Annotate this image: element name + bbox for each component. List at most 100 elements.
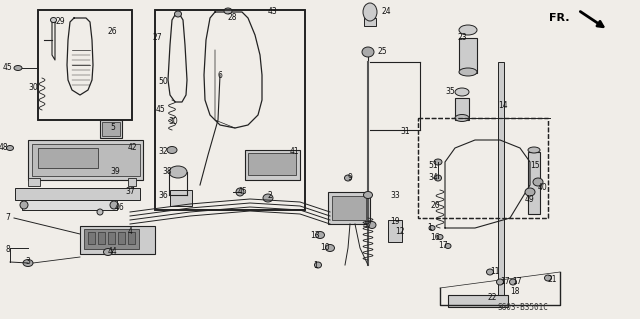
Bar (32, 144, 140, 176)
Ellipse shape (14, 65, 22, 70)
Text: 30: 30 (168, 117, 178, 127)
Bar (459, 38, 477, 73)
Bar (448, 295, 508, 307)
Ellipse shape (434, 159, 442, 165)
Bar (15, 188, 140, 200)
Text: 10: 10 (321, 243, 330, 253)
Text: 45: 45 (3, 63, 12, 72)
Text: 16: 16 (430, 233, 440, 241)
Text: 25: 25 (378, 48, 388, 56)
Text: 6: 6 (218, 70, 223, 79)
Ellipse shape (509, 279, 516, 285)
Text: 45: 45 (156, 106, 165, 115)
Text: 7: 7 (5, 213, 10, 222)
Bar (100, 120, 122, 138)
Bar (528, 152, 540, 214)
Text: 17: 17 (512, 278, 522, 286)
Bar (28, 140, 143, 180)
Bar (155, 10, 305, 210)
Text: 32: 32 (158, 147, 168, 157)
Bar (128, 232, 135, 244)
Ellipse shape (459, 25, 477, 35)
Bar (88, 232, 95, 244)
Text: 41: 41 (290, 147, 300, 157)
Ellipse shape (23, 259, 33, 266)
Bar (388, 220, 402, 242)
Text: 21: 21 (548, 276, 557, 285)
Text: 34: 34 (428, 174, 438, 182)
Bar (245, 150, 300, 180)
Ellipse shape (362, 47, 374, 57)
Text: 1: 1 (313, 261, 318, 270)
Ellipse shape (363, 3, 377, 21)
Text: 31: 31 (400, 128, 410, 137)
Text: 2: 2 (268, 190, 273, 199)
Ellipse shape (435, 175, 442, 181)
Text: 37: 37 (125, 188, 135, 197)
Ellipse shape (169, 166, 187, 178)
Text: 12: 12 (395, 227, 404, 236)
Bar (332, 196, 366, 220)
Ellipse shape (437, 234, 443, 240)
Text: 11: 11 (490, 268, 499, 277)
Ellipse shape (316, 232, 324, 239)
Text: 17: 17 (438, 241, 448, 250)
Text: 43: 43 (268, 8, 278, 17)
Ellipse shape (455, 88, 469, 96)
Text: 22: 22 (488, 293, 497, 302)
Ellipse shape (110, 201, 118, 209)
Ellipse shape (368, 221, 376, 228)
Text: 44: 44 (108, 248, 118, 256)
Ellipse shape (167, 146, 177, 153)
Ellipse shape (429, 226, 435, 231)
Ellipse shape (6, 145, 13, 151)
Bar (418, 118, 548, 218)
Bar (155, 10, 305, 210)
Ellipse shape (236, 188, 244, 196)
Text: 48: 48 (0, 144, 8, 152)
Bar (22, 200, 117, 210)
Bar (84, 229, 139, 249)
Text: 33: 33 (390, 190, 400, 199)
Ellipse shape (51, 18, 56, 23)
Text: 3: 3 (25, 257, 30, 266)
Ellipse shape (533, 178, 543, 186)
Ellipse shape (545, 275, 552, 281)
Text: 20: 20 (430, 201, 440, 210)
Text: 50: 50 (158, 78, 168, 86)
Bar (38, 148, 98, 168)
Text: 36: 36 (158, 190, 168, 199)
Bar (455, 98, 469, 120)
Bar (80, 226, 155, 254)
Ellipse shape (263, 194, 273, 202)
Text: 27: 27 (152, 33, 162, 42)
Bar (28, 178, 40, 186)
Text: 45: 45 (238, 188, 248, 197)
Text: 47: 47 (362, 220, 372, 229)
Text: 29: 29 (55, 18, 65, 26)
Ellipse shape (486, 269, 493, 275)
Bar (364, 18, 376, 26)
Text: 17: 17 (500, 278, 509, 286)
Text: 14: 14 (498, 100, 508, 109)
Text: 46: 46 (115, 204, 125, 212)
Bar (108, 232, 115, 244)
Text: 4: 4 (128, 227, 133, 236)
Bar (118, 232, 125, 244)
Bar (248, 153, 296, 175)
Ellipse shape (104, 249, 113, 256)
Text: 19: 19 (390, 218, 399, 226)
Ellipse shape (314, 262, 321, 268)
Bar (328, 192, 370, 224)
Ellipse shape (175, 11, 182, 17)
Text: 35: 35 (445, 87, 455, 97)
Text: 5: 5 (110, 122, 115, 131)
Ellipse shape (344, 175, 351, 181)
Text: 28: 28 (228, 13, 237, 23)
Text: 30: 30 (28, 84, 38, 93)
Text: 13: 13 (310, 231, 320, 240)
Text: 24: 24 (382, 8, 392, 17)
Text: 39: 39 (110, 167, 120, 176)
Ellipse shape (97, 209, 103, 215)
Text: 49: 49 (525, 196, 535, 204)
